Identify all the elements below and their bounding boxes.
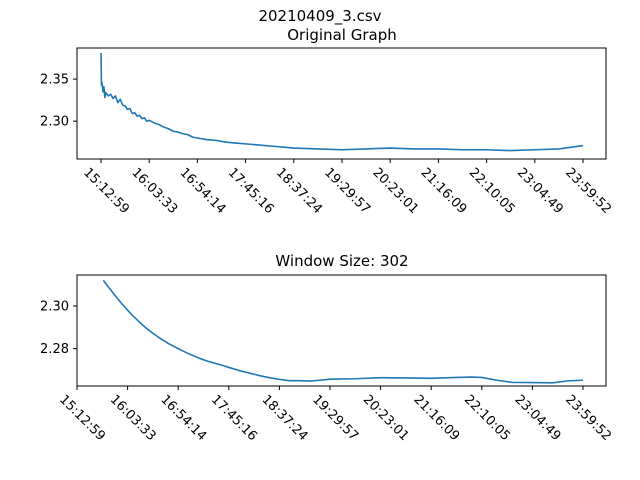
x-tick-label: 16:03:33: [128, 165, 180, 217]
x-tick-label: 20:23:01: [360, 392, 412, 444]
x-tick-label: 19:29:57: [309, 392, 361, 444]
window-size-frame: [76, 274, 607, 387]
x-tick-label: 19:29:57: [321, 165, 373, 217]
x-tick-label: 23:04:49: [514, 165, 566, 217]
window-size-axes: Window Size: 302 2.28 2.30 15:12:5916:03:…: [40, 252, 614, 444]
y-tick-label: 2.30: [40, 299, 69, 314]
window-size-title: Window Size: 302: [275, 252, 408, 270]
x-tick-label: 23:04:49: [512, 392, 564, 444]
y-tick-label: 2.35: [40, 73, 69, 88]
x-tick-label: 23:59:52: [562, 165, 614, 217]
x-tick-label: 23:59:52: [562, 392, 614, 444]
x-tick-label: 22:10:05: [461, 392, 513, 444]
x-tick-label: 16:54:14: [177, 165, 229, 217]
x-tick-label: 16:54:14: [157, 392, 209, 444]
series-line-0: [100, 53, 584, 152]
x-tick-label: 21:16:09: [418, 165, 470, 217]
y-tick-label: 2.30: [40, 115, 69, 130]
original-graph-title: Original Graph: [287, 26, 396, 44]
x-tick-label: 18:37:24: [273, 165, 325, 217]
x-tick-label: 15:12:59: [80, 165, 132, 217]
x-tick-label: 17:45:16: [225, 165, 277, 217]
figure-suptitle: 20210409_3.csv: [258, 7, 381, 26]
x-tick-label: 22:10:05: [466, 165, 518, 217]
x-tick-label: 17:45:16: [208, 392, 260, 444]
x-tick-label: 15:12:59: [56, 392, 108, 444]
series-line-0: [102, 279, 584, 384]
x-tick-label: 18:37:24: [259, 392, 311, 444]
y-tick-label: 2.28: [40, 342, 69, 357]
x-tick-label: 21:16:09: [410, 392, 462, 444]
x-tick-label: 20:23:01: [369, 165, 421, 217]
original-graph-axes: Original Graph 2.30 2.35 15:12:5916:03:33…: [40, 26, 614, 217]
original-graph-frame: [76, 47, 607, 160]
x-tick-label: 16:03:33: [107, 392, 159, 444]
